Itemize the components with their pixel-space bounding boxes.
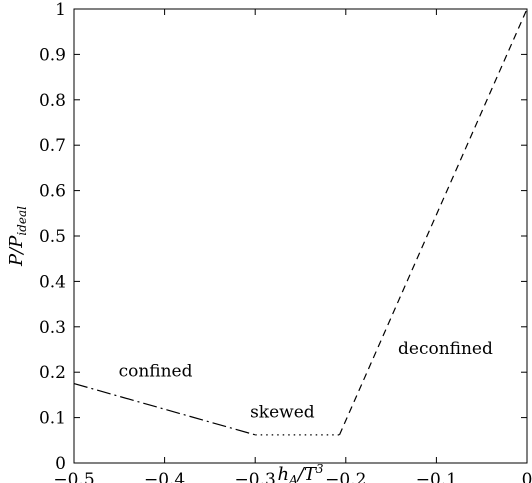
tick-labels: −0.5 −0.4 −0.3 −0.2 −0.1 0 0 0.1 0.2 0.3 0.4 0.5 0.6… [39,0,532,483]
y-tick-label: 0.5 [39,227,66,247]
y-tick-label: 0.8 [39,91,66,111]
x-tick-label: −0.2 [325,470,366,483]
series-line-dash-dot [73,382,256,436]
axis-label-part: ideal [15,206,29,236]
y-tick-label: 0.1 [39,409,66,429]
axis-label-part: 3 [316,462,324,476]
y-tick-label: 0.2 [39,363,66,383]
axis-label-part: P/P [6,235,27,267]
x-tick-label: 0 [522,470,532,483]
annotation-deconfined: deconfined [398,339,493,359]
series-line-dashed [338,8,528,436]
x-axis-label: hA/T3 [278,462,324,483]
axis-label-part: A [288,473,298,483]
x-tick-label: −0.4 [144,470,185,483]
axis-labels: hA/T3 P/Pideal [6,206,324,483]
y-tick-label: 0.6 [39,182,66,202]
annotations: confined skewed deconfined [119,339,493,423]
x-tick-label: −0.5 [53,470,94,483]
axis-label-part: h [278,464,290,483]
y-axis-label: P/Pideal [6,206,29,267]
y-tick-label: 0 [55,454,66,474]
annotation-skewed: skewed [250,403,315,423]
y-tick-label: 0.3 [39,318,66,338]
y-tick-label: 0.7 [39,136,66,156]
plot-frame [73,8,528,464]
x-tick-label: −0.1 [416,470,457,483]
y-tick-label: 0.4 [39,272,66,292]
axis-ticks [73,8,528,464]
y-tick-label: 1 [55,0,66,20]
y-tick-label: 0.9 [39,45,66,65]
x-tick-label: −0.3 [235,470,276,483]
series-group [73,8,528,436]
annotation-confined: confined [119,362,193,382]
axis-label-part: /T [296,464,318,483]
